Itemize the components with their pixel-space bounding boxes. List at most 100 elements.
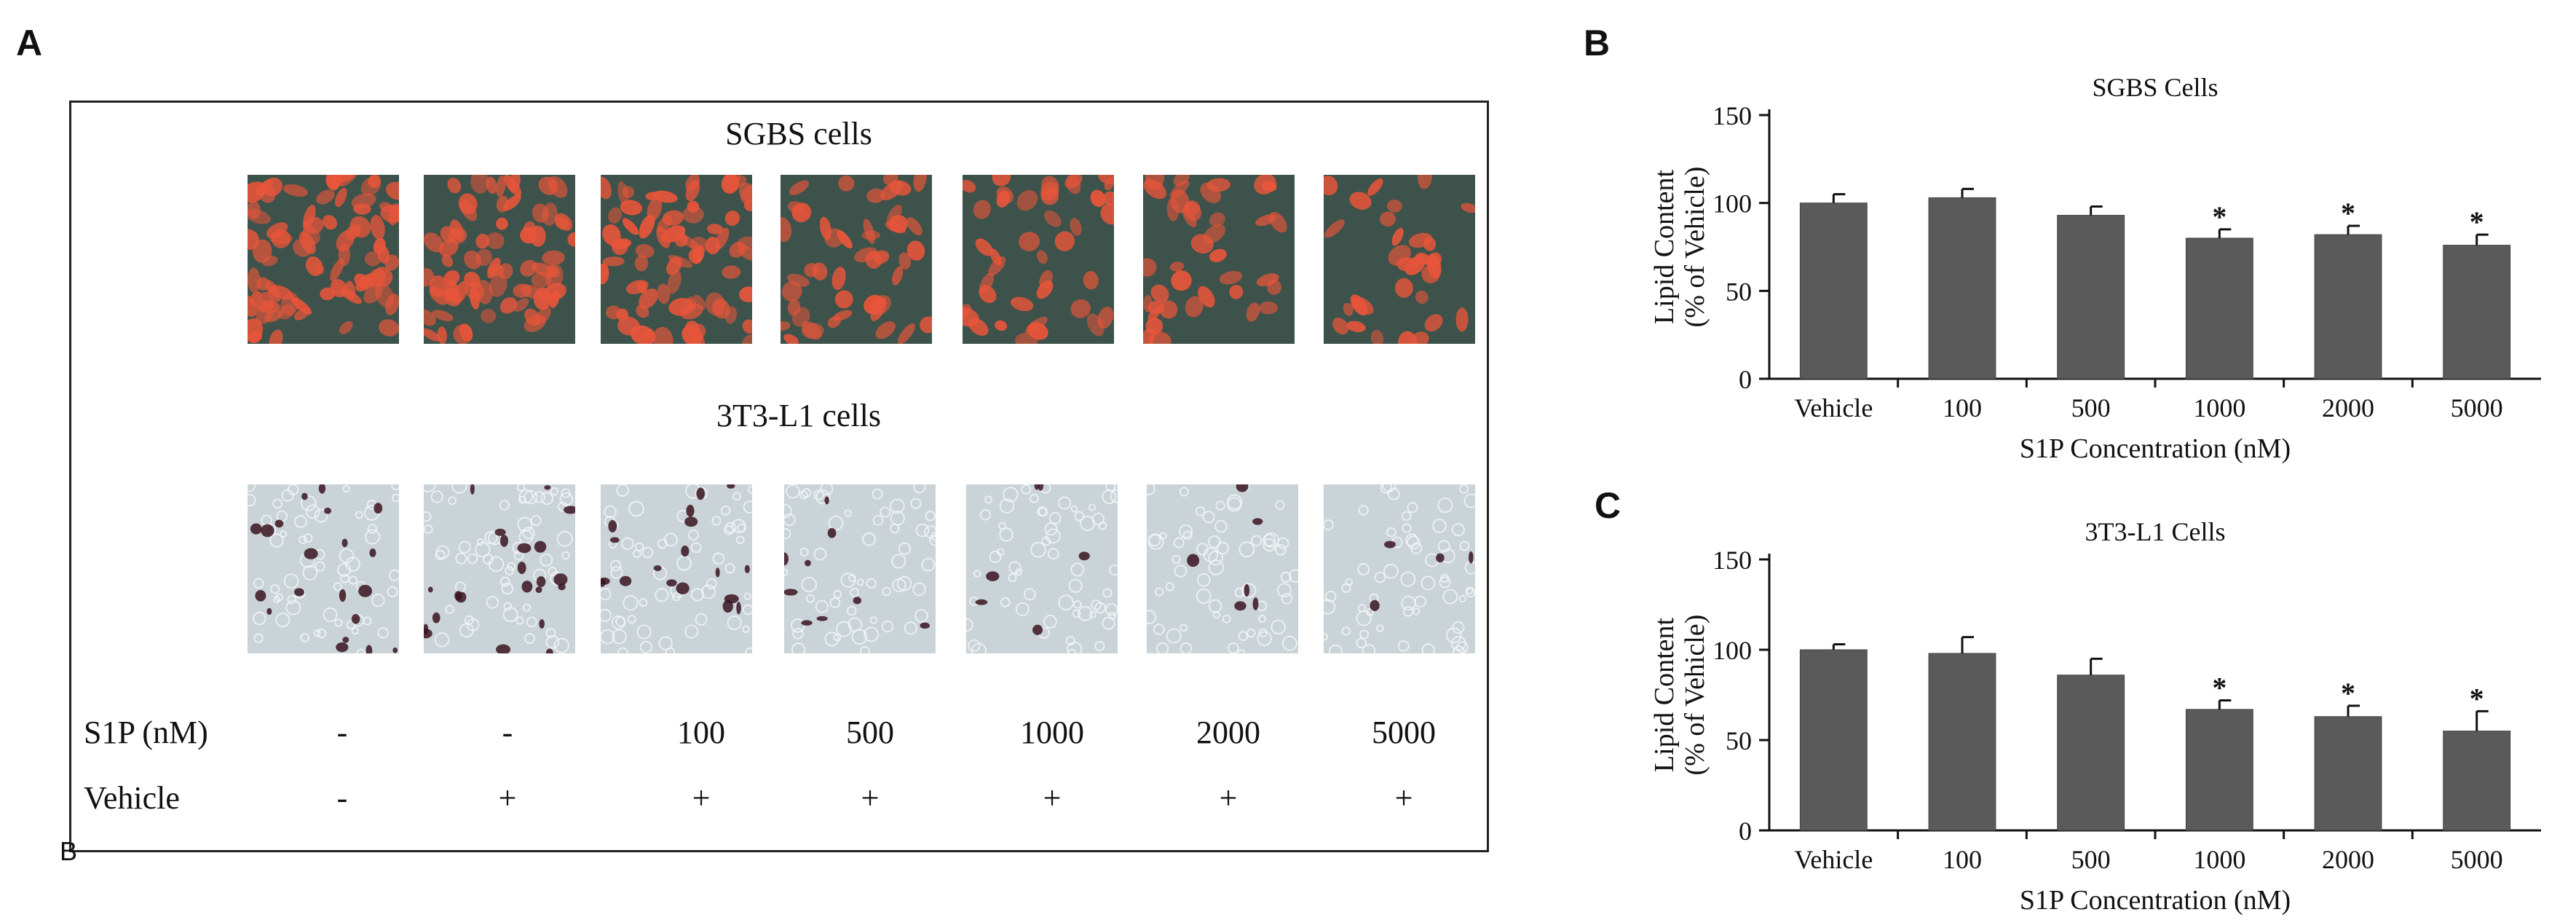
l1-micrograph-4	[784, 484, 936, 653]
cell-outline	[303, 533, 313, 543]
cell-outline	[503, 602, 513, 611]
cell-outline	[784, 568, 789, 577]
lipid-droplet	[736, 602, 741, 615]
cell-outline	[1105, 602, 1118, 616]
cell-outline	[1387, 487, 1400, 500]
cell-outline	[1455, 641, 1469, 653]
cell-outline	[742, 604, 752, 616]
stained-cell	[1018, 232, 1040, 251]
cell-outline	[701, 584, 716, 599]
cell-outline	[601, 629, 615, 645]
cell-outline	[501, 582, 514, 595]
cell-outline	[833, 589, 842, 599]
stained-cell	[834, 290, 853, 309]
lipid-droplet	[534, 540, 547, 553]
cell-outline	[815, 599, 829, 613]
cell-outline	[743, 592, 751, 600]
cell-outline	[1451, 523, 1465, 537]
stained-cell	[882, 175, 898, 185]
cell-outline	[1402, 523, 1412, 533]
lipid-droplet	[558, 583, 566, 591]
cell-outline	[1382, 484, 1396, 493]
cell-outline	[1058, 496, 1072, 510]
cell-outline	[1008, 561, 1022, 574]
stained-cell	[992, 175, 1011, 186]
stained-cell	[1185, 296, 1204, 318]
cell-outline	[294, 515, 307, 528]
cell-outline	[448, 496, 457, 506]
sgbs-lipid-chart: SGBS Cells 0 50 100 150 Vehicle 100 500 * 1000 * 20…	[1649, 73, 2541, 464]
stained-cell	[542, 250, 565, 266]
cell-outline	[1234, 587, 1245, 598]
lipid-droplet	[304, 548, 318, 559]
cell-outline	[1030, 541, 1046, 558]
lipid-droplet	[250, 523, 262, 535]
cell-outline	[1110, 489, 1118, 503]
stained-cell	[380, 204, 399, 223]
stained-cell	[787, 273, 810, 287]
lipid-droplet	[1187, 554, 1200, 567]
lipid-droplet	[620, 575, 632, 586]
y-axis-label: Lipid Content(% of Vehicle)	[1649, 167, 1710, 328]
cell-outline	[1195, 506, 1206, 516]
cell-outline	[687, 530, 700, 541]
cell-outline	[790, 618, 805, 633]
stained-cell	[875, 321, 896, 339]
stained-cell	[496, 217, 508, 230]
lipid-droplet	[684, 516, 698, 527]
x-tick-label: Vehicle	[1794, 393, 1873, 422]
cell-outline	[1046, 528, 1061, 544]
cell-outline	[467, 553, 478, 565]
stained-cell	[724, 211, 740, 227]
significance-marker: *	[2212, 671, 2227, 704]
lipid-droplet	[293, 588, 304, 597]
stained-cell	[424, 309, 436, 326]
stained-cell	[1054, 231, 1075, 251]
cell-outline	[612, 629, 627, 645]
cell-outline	[253, 633, 264, 643]
stained-cell	[567, 232, 575, 247]
cell-outline	[684, 624, 699, 639]
cell-outline	[1401, 511, 1412, 522]
stained-cell	[432, 310, 454, 322]
cell-outline	[1196, 589, 1212, 604]
stained-cell	[351, 193, 376, 209]
cell-outline	[1105, 484, 1116, 492]
stained-cell	[315, 262, 325, 275]
lipid-droplet	[1384, 540, 1396, 549]
cell-outline	[486, 596, 499, 609]
cell-outline	[323, 607, 338, 622]
cell-outline	[270, 583, 280, 594]
cell-outline	[799, 547, 809, 557]
bar	[2185, 709, 2253, 831]
cell-outline	[315, 561, 325, 572]
cell-outline	[1238, 631, 1249, 642]
stained-cell	[1421, 264, 1440, 283]
cell-outline	[533, 491, 546, 503]
lipid-droplet	[1032, 624, 1043, 635]
y-tick-label: 0	[1739, 817, 1752, 846]
cell-outline	[891, 554, 906, 569]
stained-cell	[742, 319, 752, 334]
cell-outline	[1397, 640, 1410, 652]
cell-outline	[1257, 631, 1272, 647]
x-axis-label: S1P Concentration (nM)	[2020, 433, 2291, 464]
lipid-droplet	[274, 519, 284, 528]
cell-outline	[801, 576, 818, 593]
stained-cell	[429, 286, 449, 305]
cell-outline	[695, 613, 708, 626]
stained-cell	[787, 201, 804, 213]
stained-cell	[1380, 211, 1396, 227]
stained-cell	[1036, 280, 1054, 299]
cell-outline	[1280, 571, 1292, 583]
stained-cell	[548, 176, 568, 198]
lipid-droplet	[427, 586, 433, 593]
stained-cell	[1170, 189, 1190, 213]
stained-cell	[739, 286, 752, 303]
cell-outline	[248, 484, 256, 492]
stained-cell	[424, 267, 435, 287]
cell-outline	[712, 552, 725, 565]
cell-outline	[720, 506, 731, 516]
cell-outline	[742, 625, 750, 634]
micrograph-background	[424, 484, 575, 653]
